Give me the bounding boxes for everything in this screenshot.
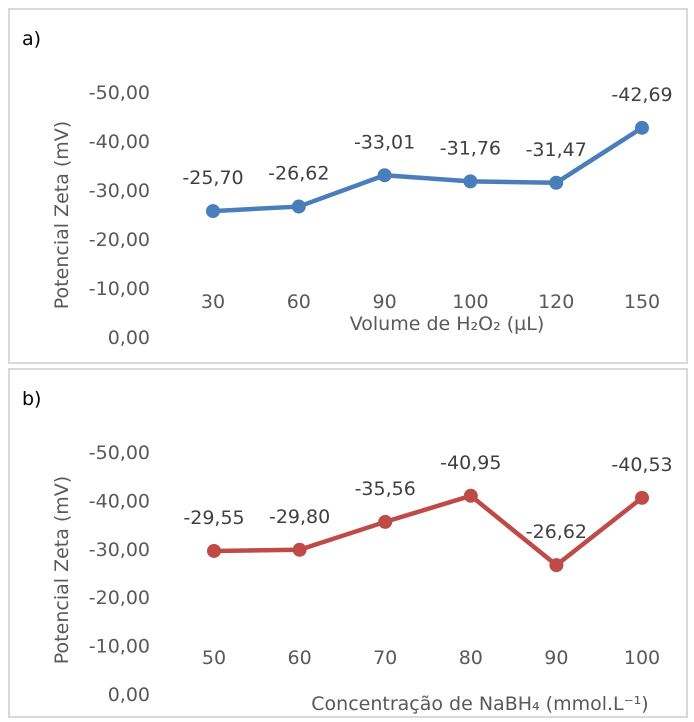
x-tick-label: 50 [202, 647, 226, 669]
x-tick-label: 100 [624, 647, 660, 669]
x-tick-label: 80 [459, 647, 483, 669]
x-tick-label: 60 [288, 647, 312, 669]
chart-panel-a: a) -50,00 -40,00 -30,00 -20,00 -10,00 0,00 30 6… [8, 8, 688, 364]
data-label: -26,62 [526, 521, 587, 543]
data-label: -40,53 [611, 454, 672, 476]
x-tick-label: 100 [452, 291, 488, 313]
data-point [291, 199, 306, 214]
zeta-potential-chart-a: -50,00 -40,00 -30,00 -20,00 -10,00 0,00 30 60 90… [51, 82, 673, 349]
data-point [378, 514, 393, 529]
data-point [549, 558, 564, 573]
panel-label: b) [22, 388, 42, 410]
data-label: -25,70 [182, 167, 243, 189]
data-label: -40,95 [440, 452, 501, 474]
y-tick-label: -10,00 [89, 636, 150, 658]
y-tick-label: -50,00 [89, 442, 150, 464]
series-line [211, 493, 645, 568]
x-tick-label: 30 [201, 291, 225, 313]
data-label: -29,55 [183, 507, 244, 529]
x-tick-label: 90 [544, 647, 568, 669]
data-point [206, 204, 220, 219]
x-tick-label: 90 [373, 291, 397, 313]
data-label: -26,62 [268, 163, 329, 185]
y-tick-label: 0,00 [108, 684, 150, 706]
y-tick-label: -30,00 [89, 539, 150, 561]
y-tick-label: -10,00 [89, 278, 150, 300]
y-tick-label: -40,00 [89, 131, 150, 153]
data-label: -31,76 [440, 137, 501, 159]
y-axis-title: Potencial Zeta (mV) [51, 476, 73, 664]
data-label: -42,69 [611, 84, 672, 106]
data-label: -35,56 [355, 478, 416, 500]
y-tick-label: -30,00 [89, 180, 150, 202]
y-tick-label: 0,00 [108, 327, 150, 349]
x-tick-label: 150 [624, 291, 660, 313]
data-point [377, 168, 392, 183]
x-axis-title: Volume de H₂O₂ (µL) [350, 313, 545, 335]
y-axis-title: Potencial Zeta (mV) [51, 121, 73, 309]
x-axis-title: Concentração de NaBH₄ (mmol.L⁻¹) [311, 693, 648, 715]
data-point [292, 542, 307, 557]
y-tick-label: -50,00 [89, 82, 150, 104]
data-point [207, 543, 221, 558]
data-point [635, 120, 649, 135]
data-point [635, 490, 649, 505]
data-point [463, 488, 478, 503]
zeta-potential-chart-b: -50,00 -40,00 -30,00 -20,00 -10,00 0,00 50 60 70… [51, 442, 673, 715]
x-tick-label: 120 [538, 291, 574, 313]
y-tick-label: -20,00 [89, 229, 150, 251]
x-tick-label: 70 [373, 647, 397, 669]
y-tick-label: -20,00 [89, 587, 150, 609]
panel-label: a) [22, 28, 42, 50]
data-point [549, 175, 564, 190]
x-tick-label: 60 [287, 291, 311, 313]
y-tick-label: -40,00 [89, 490, 150, 512]
chart-panel-b: b) -50,00 -40,00 -30,00 -20,00 -10,00 0,00 50 6… [8, 368, 688, 718]
data-label: -29,80 [269, 506, 330, 528]
data-label: -31,47 [526, 139, 587, 161]
series-line [210, 125, 645, 214]
data-label: -33,01 [354, 131, 415, 153]
data-point [463, 174, 478, 189]
